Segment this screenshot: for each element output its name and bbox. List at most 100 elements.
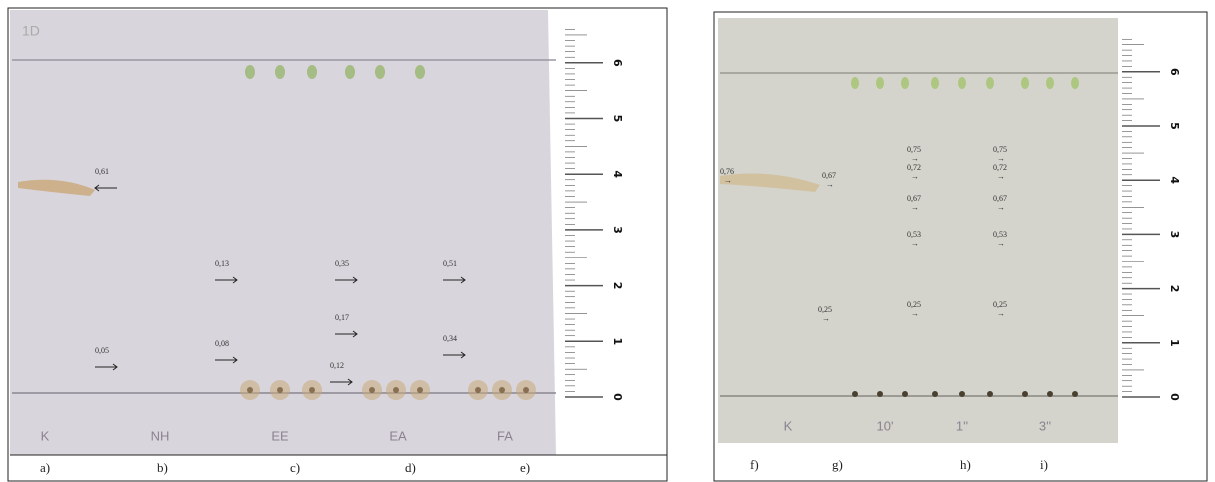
arrow-glyph: → (822, 314, 830, 323)
green-spot (275, 65, 285, 79)
rf-label: 0,72 (907, 163, 921, 172)
arrow-head (352, 330, 358, 338)
left-ruler (560, 10, 665, 455)
spot-core (417, 387, 423, 393)
lane-label: 1'' (956, 418, 968, 433)
spot-core (393, 387, 399, 393)
spot-core (932, 391, 938, 397)
left-frame (7, 7, 668, 482)
spot-core (877, 391, 883, 397)
arrow-head (347, 378, 353, 386)
spot-core (309, 387, 315, 393)
ruler-number: 5 (1168, 122, 1181, 130)
green-spot (986, 77, 994, 89)
right-plate (718, 18, 1118, 443)
rf-label: 0,13 (215, 259, 229, 268)
spot-core (1047, 391, 1053, 397)
arrow-glyph: → (997, 172, 1005, 181)
rf-label: 0,12 (330, 361, 344, 370)
panel-label: b) (157, 460, 168, 475)
lane-label: 3'' (1039, 418, 1051, 433)
spot-streak (18, 179, 95, 196)
ruler-number: 0 (611, 393, 624, 401)
rf-label: 0,17 (335, 313, 349, 322)
green-spot (931, 77, 939, 89)
lane-label: NH (151, 428, 170, 443)
spot-core (987, 391, 993, 397)
arrow-glyph: → (997, 239, 1005, 248)
left-plate (10, 10, 556, 455)
spot-core (1072, 391, 1078, 397)
ruler-number: 6 (611, 59, 624, 67)
arrow-glyph: → (911, 172, 919, 181)
panel-label: h) (960, 457, 971, 472)
green-spot (876, 77, 884, 89)
rf-label: 0,35 (335, 259, 349, 268)
panel-label: e) (520, 460, 530, 475)
rf-label: 0,72 (993, 163, 1007, 172)
green-spot (375, 65, 385, 79)
rf-label: 0,67 (993, 194, 1007, 203)
arrow-head (232, 356, 238, 364)
panel-label: d) (405, 460, 416, 475)
ruler-number: 1 (1168, 339, 1181, 347)
lane-label: K (41, 428, 50, 443)
rf-label: 0,08 (215, 339, 229, 348)
annotations: 0,61 0,05 0,13 0,08 0,35 0,17 0,12 0,51 0,34 0,76… (40, 29, 1181, 475)
spot-core (523, 387, 529, 393)
arrow-glyph: → (997, 203, 1005, 212)
spot-core (499, 387, 505, 393)
ruler-number: 1 (611, 337, 624, 345)
spot-streak (720, 173, 820, 192)
panel-label: a) (40, 460, 50, 475)
green-spot (415, 65, 425, 79)
rf-label: 0,25 (993, 300, 1007, 309)
ruler-number: 2 (1168, 285, 1181, 293)
rf-label: 0,25 (907, 300, 921, 309)
arrow-head (112, 363, 118, 371)
panel-label: c) (290, 460, 300, 475)
ruler-number: 3 (611, 226, 624, 234)
rf-label: 0,51 (443, 259, 457, 268)
rf-label: 0,53 (907, 230, 921, 239)
panel-label: i) (1040, 457, 1048, 472)
arrow-head (94, 184, 100, 192)
ruler-number: 4 (611, 170, 624, 178)
green-spot (1046, 77, 1054, 89)
spot-core (902, 391, 908, 397)
arrow-glyph: → (911, 309, 919, 318)
rf-label: 0,67 (822, 171, 836, 180)
green-spot (1071, 77, 1079, 89)
spot-core (852, 391, 858, 397)
arrow-head (460, 351, 466, 359)
spot-core (959, 391, 965, 397)
spot-core (1022, 391, 1028, 397)
panel-label: f) (750, 457, 759, 472)
rf-label: 0,67 (907, 194, 921, 203)
rf-label: 0,25 (818, 305, 832, 314)
spot-core (475, 387, 481, 393)
green-spot (345, 65, 355, 79)
arrow-glyph: → (724, 176, 732, 185)
ruler-number: 2 (611, 282, 624, 290)
spot-core (247, 387, 253, 393)
green-spot (245, 65, 255, 79)
right-ruler (1118, 14, 1204, 444)
arrow-glyph: → (911, 239, 919, 248)
rf-label: 0,76 (720, 167, 734, 176)
ruler-number: 4 (1168, 176, 1181, 184)
ruler-number: 5 (611, 115, 624, 123)
lane-label: 10' (877, 418, 894, 433)
lane-label: EE (271, 428, 289, 443)
arrow-head (460, 276, 466, 284)
rf-label: 0,53 (993, 230, 1007, 239)
lane-label: EA (389, 428, 407, 443)
plate-mark: 1D (22, 23, 40, 39)
arrow-head (232, 276, 238, 284)
rf-label: 0,34 (443, 334, 457, 343)
lane-label: K (784, 418, 793, 433)
green-spot (1021, 77, 1029, 89)
rf-label: 0,75 (993, 145, 1007, 154)
arrow-glyph: → (997, 154, 1005, 163)
lane-label: FA (497, 428, 513, 443)
